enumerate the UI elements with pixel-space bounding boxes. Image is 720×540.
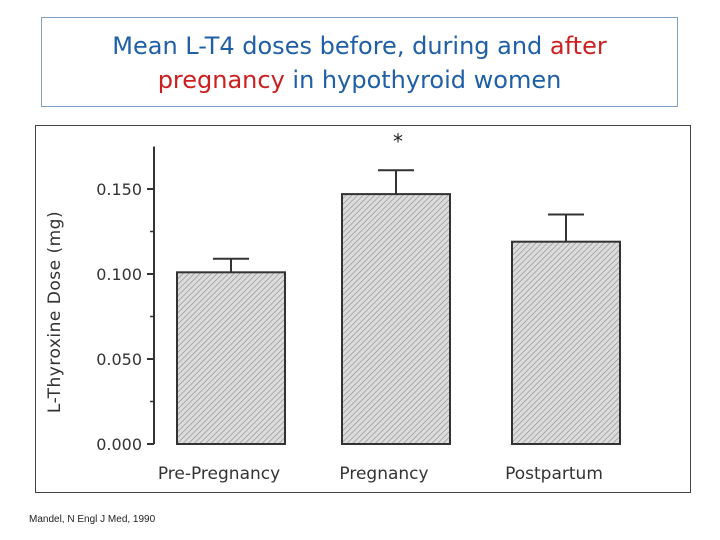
bar-pre-pregnancy [176,271,286,445]
title-highlight-pregnancy: pregnancy [157,66,285,94]
title-text-1: Mean L-T4 doses before, during and [112,32,550,60]
significance-star: * [393,129,403,153]
title-line-2: pregnancy in hypothyroid women [42,63,677,97]
y-tick-label: 0.150 [96,180,142,199]
category-label: Pregnancy [339,464,428,484]
y-tick-label: 0.100 [96,265,142,284]
y-tick-label: 0.000 [96,435,142,454]
bar-pregnancy [341,193,451,445]
bar-postpartum [511,240,621,445]
title-line-1: Mean L-T4 doses before, during and after [42,29,677,63]
citation: Mandel, N Engl J Med, 1990 [29,514,156,525]
chart-figure: L-Thyroxine Dose (mg) 0.000 0.050 0.100 0.1… [35,125,691,493]
category-label: Postpartum [505,464,603,484]
slide-title: Mean L-T4 doses before, during and after… [41,17,678,107]
category-label: Pre-Pregnancy [158,464,280,484]
y-tick-label: 0.050 [96,350,142,369]
bar-chart: L-Thyroxine Dose (mg) 0.000 0.050 0.100 0.1… [45,129,621,484]
title-highlight-after: after [549,32,607,60]
title-text-2: in hypothyroid women [284,66,562,94]
y-axis-label: L-Thyroxine Dose (mg) [45,211,65,413]
